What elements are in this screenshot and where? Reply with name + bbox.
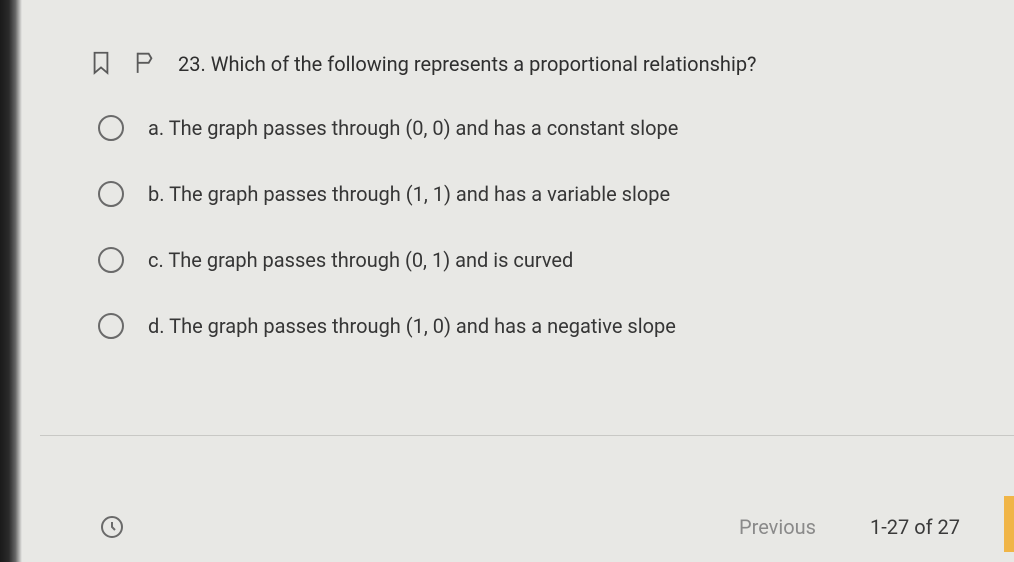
option-c[interactable]: c. The graph passes through (0, 1) and i… [90, 246, 954, 274]
option-d[interactable]: d. The graph passes through (1, 0) and h… [90, 312, 954, 340]
next-button-edge[interactable] [1004, 496, 1014, 552]
clock-icon[interactable] [100, 515, 124, 539]
option-body: The graph passes through (0, 0) and has … [169, 116, 679, 140]
section-divider [40, 435, 1014, 436]
previous-button[interactable]: Previous [719, 505, 836, 549]
pager-label: 1-27 of 27 [846, 505, 984, 549]
option-letter: d. [148, 314, 165, 338]
option-letter: a. [148, 116, 164, 140]
option-body: The graph passes through (1, 1) and has … [169, 182, 670, 206]
option-label: d. The graph passes through (1, 0) and h… [148, 312, 676, 340]
option-b[interactable]: b. The graph passes through (1, 1) and h… [90, 180, 954, 208]
option-label: c. The graph passes through (0, 1) and i… [148, 246, 573, 274]
question-header: 23. Which of the following represents a … [90, 50, 954, 78]
option-body: The graph passes through (1, 0) and has … [169, 314, 676, 338]
flag-icon[interactable] [134, 50, 156, 76]
option-letter: c. [148, 248, 164, 272]
bookmark-icon[interactable] [90, 50, 112, 76]
option-label: a. The graph passes through (0, 0) and h… [148, 114, 678, 142]
radio-icon[interactable] [98, 247, 124, 273]
footer-bar: Previous 1-27 of 27 [0, 492, 1014, 562]
option-label: b. The graph passes through (1, 1) and h… [148, 180, 670, 208]
option-a[interactable]: a. The graph passes through (0, 0) and h… [90, 114, 954, 142]
radio-icon[interactable] [98, 115, 124, 141]
question-text: 23. Which of the following represents a … [178, 50, 757, 78]
question-content: 23. Which of the following represents a … [0, 0, 1014, 340]
question-number: 23. [178, 52, 206, 76]
option-letter: b. [148, 182, 165, 206]
screen-left-bezel [0, 0, 22, 562]
radio-icon[interactable] [98, 181, 124, 207]
radio-icon[interactable] [98, 313, 124, 339]
question-prompt: Which of the following represents a prop… [211, 52, 757, 76]
option-body: The graph passes through (0, 1) and is c… [168, 248, 573, 272]
